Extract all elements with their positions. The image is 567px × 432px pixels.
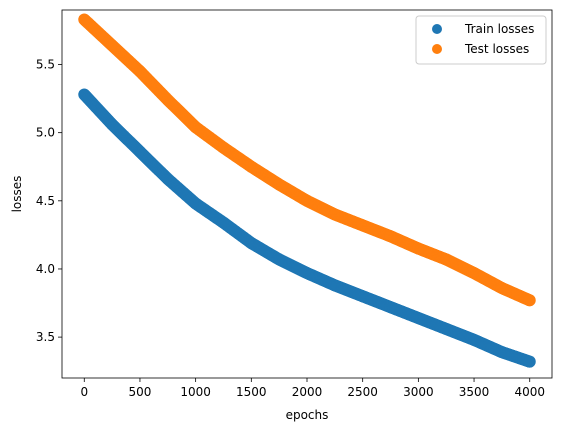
x-tick-label: 3000 xyxy=(403,385,434,399)
data-point xyxy=(523,294,536,307)
legend-label-train: Train losses xyxy=(464,22,534,36)
x-axis-title: epochs xyxy=(286,408,329,422)
x-tick-label: 3500 xyxy=(459,385,490,399)
x-tick-label: 2500 xyxy=(347,385,378,399)
x-tick-label: 1000 xyxy=(180,385,211,399)
x-tick-label: 0 xyxy=(80,385,88,399)
x-tick-label: 2000 xyxy=(292,385,323,399)
plot-area xyxy=(78,13,536,368)
legend-marker-test xyxy=(432,44,442,54)
x-tick-label: 4000 xyxy=(514,385,545,399)
y-tick-label: 3.5 xyxy=(36,330,55,344)
y-tick-label: 5.0 xyxy=(36,126,55,140)
series-test xyxy=(78,13,536,307)
x-tick-label: 1500 xyxy=(236,385,267,399)
legend-label-test: Test losses xyxy=(464,42,529,56)
legend-box xyxy=(415,15,547,65)
x-tick-label: 500 xyxy=(129,385,152,399)
y-tick-label: 5.5 xyxy=(36,58,55,72)
x-axis: 0 500 1000 1500 2000 2500 3000 3500 4000 xyxy=(80,378,545,399)
series-train xyxy=(78,88,536,368)
data-point xyxy=(523,355,536,368)
legend-marker-train xyxy=(432,24,442,34)
y-tick-label: 4.5 xyxy=(36,194,55,208)
y-axis: 3.5 4.0 4.5 5.0 5.5 xyxy=(36,58,62,344)
y-tick-label: 4.0 xyxy=(36,262,55,276)
legend: Train losses Test losses xyxy=(415,15,547,65)
y-axis-title: losses xyxy=(10,176,24,213)
